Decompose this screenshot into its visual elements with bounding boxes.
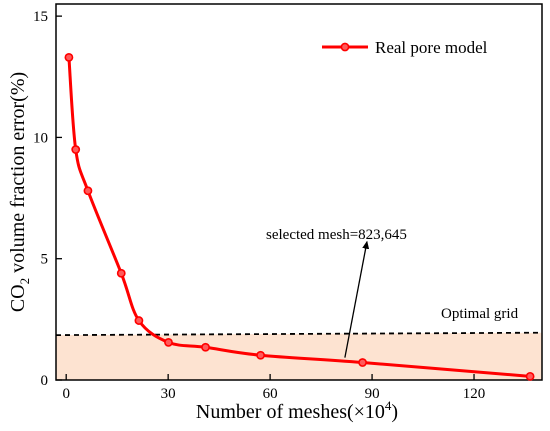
data-point <box>71 145 81 154</box>
optimal-grid-label: Optimal grid <box>441 306 519 322</box>
optimal-region-shade <box>56 332 542 380</box>
data-point <box>83 186 93 196</box>
x-tick-label: 90 <box>365 386 380 402</box>
y-axis-ticks: 0 5 10 15 <box>33 9 62 389</box>
y-tick-label: 5 <box>41 252 49 268</box>
y-tick-label: 0 <box>41 373 49 389</box>
y-axis-label: CO2 volume fraction error(%) <box>7 72 32 312</box>
data-point <box>64 52 74 62</box>
data-point <box>256 350 265 360</box>
data-point <box>164 337 173 347</box>
x-tick-label: 120 <box>463 386 486 402</box>
x-axis-label: Number of meshes(×104) <box>196 398 398 423</box>
data-point <box>525 371 535 381</box>
legend-marker <box>340 42 350 52</box>
legend-label: Real pore model <box>375 38 488 57</box>
series-line-real-pore-model <box>67 55 532 378</box>
x-axis-ticks: 0 30 60 90 120 <box>62 374 485 402</box>
plot-area-frame <box>55 3 543 381</box>
data-point <box>358 358 367 367</box>
selected-mesh-arrow <box>344 240 370 358</box>
x-tick-label: 60 <box>263 386 278 402</box>
y-tick-label: 15 <box>33 9 48 25</box>
legend: Real pore model <box>322 38 488 57</box>
optimal-grid-line <box>55 331 543 337</box>
series-markers <box>64 52 535 381</box>
y-tick-label: 10 <box>33 130 48 146</box>
selected-mesh-label: selected mesh=823,645 <box>266 227 407 243</box>
data-point <box>116 268 126 278</box>
data-point <box>201 342 210 352</box>
x-tick-label: 30 <box>161 386 176 402</box>
x-tick-label: 0 <box>62 386 70 402</box>
data-point <box>134 316 144 325</box>
